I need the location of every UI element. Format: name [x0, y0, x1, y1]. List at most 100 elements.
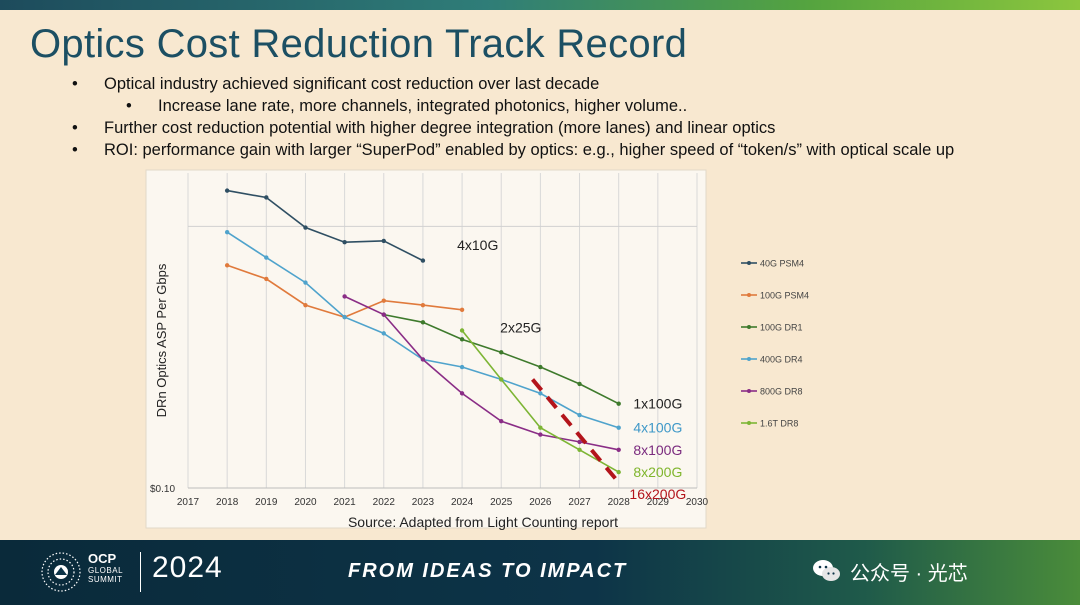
- x-tick-label: 2022: [373, 497, 396, 508]
- legend-swatch-point: [747, 421, 751, 425]
- x-tick-label: 2021: [333, 497, 356, 508]
- x-tick-label: 2029: [647, 497, 670, 508]
- footer-bar: OCP GLOBAL SUMMIT 2024 FROM IDEAS TO IMP…: [0, 540, 1080, 605]
- event-tagline: FROM IDEAS TO IMPACT: [348, 560, 628, 582]
- data-point: [342, 294, 347, 299]
- data-point: [303, 302, 308, 308]
- data-point: [381, 331, 386, 336]
- x-tick-label: 2018: [216, 497, 239, 508]
- legend-label: 1.6T DR8: [760, 419, 798, 429]
- data-point: [381, 298, 386, 303]
- x-tick-label: 2026: [529, 497, 552, 508]
- legend-label: 100G DR1: [760, 323, 803, 333]
- x-tick-label: 2025: [490, 497, 513, 508]
- bullet-text: Optical industry achieved significant co…: [104, 75, 600, 93]
- bullet-item: • Optical industry achieved significant …: [72, 75, 600, 94]
- legend-swatch-point: [747, 261, 751, 265]
- data-point: [577, 412, 582, 418]
- data-point: [381, 312, 386, 317]
- ocp-logo-icon: [41, 552, 81, 592]
- bullet-dot: •: [126, 97, 132, 115]
- y-tick-label: $0.10: [150, 484, 175, 495]
- event-year: 2024: [152, 551, 223, 584]
- data-point: [224, 188, 230, 193]
- bullet-dot: •: [72, 75, 78, 93]
- bullet-text: ROI: performance gain with larger “Super…: [104, 141, 955, 159]
- data-point: [538, 425, 543, 430]
- plot-background: [145, 169, 707, 529]
- price-trend-chart: 2017 2018 2019 2020 2021 2022 2023 2024 2025 2026…: [145, 169, 809, 530]
- legend-swatch-point: [747, 293, 751, 297]
- data-point: [616, 401, 621, 406]
- watermark-text: 公众号 · 光芯: [850, 563, 968, 585]
- series-line: [344, 295, 619, 451]
- data-point: [459, 337, 465, 342]
- bullet-text: Increase lane rate, more channels, integ…: [158, 97, 688, 115]
- source-caption: Source: Adapted from Light Counting repo…: [348, 514, 618, 530]
- data-point: [577, 447, 582, 452]
- footer-divider: [140, 552, 141, 592]
- data-point: [538, 364, 543, 370]
- bullet-item: • ROI: performance gain with larger “Sup…: [72, 141, 955, 160]
- ocp-name: OCP: [88, 551, 117, 566]
- data-point: [224, 263, 230, 268]
- legend-label: 800G DR8: [760, 387, 803, 397]
- legend-label: 100G PSM4: [760, 291, 809, 301]
- slide-title: Optics Cost Reduction Track Record: [30, 22, 688, 66]
- bullet-dot: •: [72, 141, 78, 159]
- data-point: [577, 439, 582, 445]
- data-point: [459, 391, 465, 396]
- data-point: [616, 425, 621, 430]
- chart-container: 2017 2018 2019 2020 2021 2022 2023 2024 2025 2026…: [145, 169, 809, 530]
- data-point: [264, 195, 269, 200]
- series-annotation: 2x25G: [500, 320, 541, 336]
- x-tick-label: 2027: [568, 497, 591, 508]
- data-point: [459, 307, 465, 312]
- x-tick-label: 2028: [608, 497, 631, 508]
- x-tick-label: 2019: [255, 497, 278, 508]
- data-point: [303, 225, 308, 230]
- data-point: [420, 320, 426, 325]
- bullet-dot: •: [72, 119, 78, 137]
- data-point: [342, 314, 347, 320]
- series-annotation: 1x100G: [633, 396, 682, 412]
- data-point: [264, 255, 269, 260]
- data-point: [499, 377, 504, 382]
- data-point: [616, 447, 621, 452]
- x-tick-label: 2017: [177, 497, 200, 508]
- series-annotation: 16x200G: [629, 486, 686, 502]
- ocp-subtitle-line: SUMMIT: [88, 575, 123, 584]
- legend-swatch-point: [747, 325, 751, 329]
- data-point: [577, 381, 582, 387]
- data-point: [224, 230, 230, 235]
- series-line: [227, 189, 424, 262]
- x-tick-label: 2030: [686, 497, 709, 508]
- data-point: [420, 258, 426, 263]
- wechat-icon: [813, 560, 840, 581]
- bullet-item: • Further cost reduction potential with …: [72, 119, 776, 138]
- data-point: [499, 419, 504, 424]
- bullet-subitem: • Increase lane rate, more channels, int…: [126, 97, 688, 116]
- bullet-text: Further cost reduction potential with hi…: [104, 119, 776, 137]
- data-point: [538, 432, 543, 437]
- ocp-subtitle: GLOBAL SUMMIT: [88, 566, 123, 584]
- data-point: [459, 364, 465, 370]
- series-annotation: 4x10G: [457, 237, 498, 253]
- series-annotation: 8x200G: [633, 464, 682, 480]
- x-tick-label: 2023: [412, 497, 435, 508]
- data-point: [616, 469, 621, 475]
- ocp-subtitle-line: GLOBAL: [88, 566, 124, 575]
- legend-label: 40G PSM4: [760, 259, 804, 269]
- series-annotation: 4x100G: [633, 420, 682, 436]
- data-point: [264, 276, 269, 282]
- x-tick-label: 2024: [451, 497, 474, 508]
- data-point: [459, 328, 465, 333]
- data-point: [420, 357, 426, 362]
- data-point: [381, 238, 386, 244]
- data-point: [420, 302, 426, 308]
- data-point: [538, 391, 543, 396]
- series-annotation: 8x100G: [633, 442, 682, 458]
- y-axis-label: DRn Optics ASP Per Gbps: [154, 263, 169, 417]
- data-point: [303, 280, 308, 285]
